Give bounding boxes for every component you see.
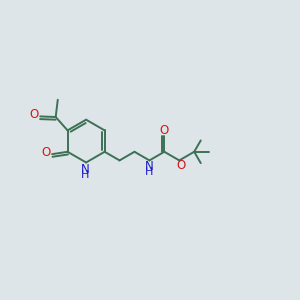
Text: N: N [145, 160, 154, 173]
Text: O: O [160, 124, 169, 137]
Text: H: H [81, 170, 89, 180]
Text: N: N [81, 163, 90, 176]
Text: O: O [177, 159, 186, 172]
Text: O: O [41, 146, 51, 159]
Text: H: H [145, 167, 154, 177]
Text: O: O [30, 108, 39, 122]
